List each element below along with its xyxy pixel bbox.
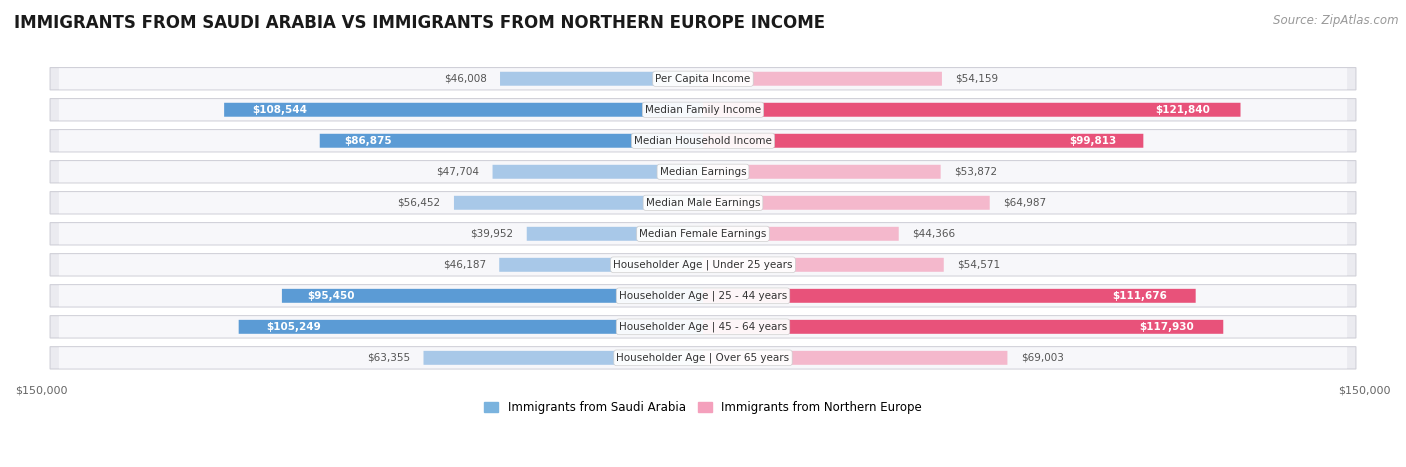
Text: Median Male Earnings: Median Male Earnings	[645, 198, 761, 208]
FancyBboxPatch shape	[51, 347, 1355, 369]
FancyBboxPatch shape	[703, 165, 941, 179]
FancyBboxPatch shape	[59, 285, 1347, 306]
FancyBboxPatch shape	[703, 196, 990, 210]
Text: Source: ZipAtlas.com: Source: ZipAtlas.com	[1274, 14, 1399, 27]
FancyBboxPatch shape	[59, 99, 1347, 120]
Text: $56,452: $56,452	[398, 198, 440, 208]
Text: $46,008: $46,008	[444, 74, 486, 84]
FancyBboxPatch shape	[703, 134, 1143, 148]
FancyBboxPatch shape	[501, 72, 703, 86]
Text: Householder Age | 25 - 44 years: Householder Age | 25 - 44 years	[619, 290, 787, 301]
Text: $47,704: $47,704	[436, 167, 479, 177]
FancyBboxPatch shape	[703, 320, 1223, 334]
FancyBboxPatch shape	[499, 258, 703, 272]
FancyBboxPatch shape	[51, 191, 1355, 214]
FancyBboxPatch shape	[51, 285, 1355, 307]
FancyBboxPatch shape	[703, 258, 943, 272]
Text: $105,249: $105,249	[266, 322, 321, 332]
FancyBboxPatch shape	[703, 227, 898, 241]
Text: $46,187: $46,187	[443, 260, 486, 270]
Text: $111,676: $111,676	[1112, 291, 1167, 301]
FancyBboxPatch shape	[51, 161, 1355, 183]
Text: $44,366: $44,366	[912, 229, 955, 239]
FancyBboxPatch shape	[59, 130, 1347, 151]
FancyBboxPatch shape	[703, 72, 942, 86]
FancyBboxPatch shape	[527, 227, 703, 241]
FancyBboxPatch shape	[51, 99, 1355, 121]
FancyBboxPatch shape	[51, 130, 1355, 152]
Legend: Immigrants from Saudi Arabia, Immigrants from Northern Europe: Immigrants from Saudi Arabia, Immigrants…	[479, 396, 927, 419]
Text: $117,930: $117,930	[1139, 322, 1194, 332]
Text: Median Household Income: Median Household Income	[634, 136, 772, 146]
Text: $86,875: $86,875	[344, 136, 391, 146]
Text: Householder Age | Over 65 years: Householder Age | Over 65 years	[616, 353, 790, 363]
Text: $39,952: $39,952	[471, 229, 513, 239]
FancyBboxPatch shape	[703, 103, 1240, 117]
Text: $63,355: $63,355	[367, 353, 411, 363]
FancyBboxPatch shape	[51, 223, 1355, 245]
FancyBboxPatch shape	[283, 289, 703, 303]
FancyBboxPatch shape	[423, 351, 703, 365]
Text: $121,840: $121,840	[1156, 105, 1211, 115]
Text: Median Female Earnings: Median Female Earnings	[640, 229, 766, 239]
Text: $95,450: $95,450	[308, 291, 356, 301]
Text: IMMIGRANTS FROM SAUDI ARABIA VS IMMIGRANTS FROM NORTHERN EUROPE INCOME: IMMIGRANTS FROM SAUDI ARABIA VS IMMIGRAN…	[14, 14, 825, 32]
Text: $108,544: $108,544	[252, 105, 307, 115]
Text: Per Capita Income: Per Capita Income	[655, 74, 751, 84]
Text: $53,872: $53,872	[953, 167, 997, 177]
Text: Median Earnings: Median Earnings	[659, 167, 747, 177]
FancyBboxPatch shape	[59, 223, 1347, 244]
FancyBboxPatch shape	[703, 289, 1195, 303]
Text: Median Family Income: Median Family Income	[645, 105, 761, 115]
FancyBboxPatch shape	[51, 316, 1355, 338]
FancyBboxPatch shape	[319, 134, 703, 148]
Text: $69,003: $69,003	[1021, 353, 1063, 363]
Text: $54,571: $54,571	[957, 260, 1000, 270]
FancyBboxPatch shape	[59, 347, 1347, 368]
Text: Householder Age | Under 25 years: Householder Age | Under 25 years	[613, 260, 793, 270]
FancyBboxPatch shape	[59, 68, 1347, 89]
FancyBboxPatch shape	[51, 254, 1355, 276]
FancyBboxPatch shape	[703, 351, 1008, 365]
FancyBboxPatch shape	[59, 161, 1347, 182]
Text: $64,987: $64,987	[1002, 198, 1046, 208]
FancyBboxPatch shape	[59, 192, 1347, 213]
FancyBboxPatch shape	[59, 316, 1347, 337]
FancyBboxPatch shape	[51, 68, 1355, 90]
FancyBboxPatch shape	[224, 103, 703, 117]
FancyBboxPatch shape	[454, 196, 703, 210]
FancyBboxPatch shape	[492, 165, 703, 179]
FancyBboxPatch shape	[59, 254, 1347, 276]
Text: $99,813: $99,813	[1070, 136, 1116, 146]
Text: $54,159: $54,159	[955, 74, 998, 84]
Text: Householder Age | 45 - 64 years: Householder Age | 45 - 64 years	[619, 322, 787, 332]
FancyBboxPatch shape	[239, 320, 703, 334]
